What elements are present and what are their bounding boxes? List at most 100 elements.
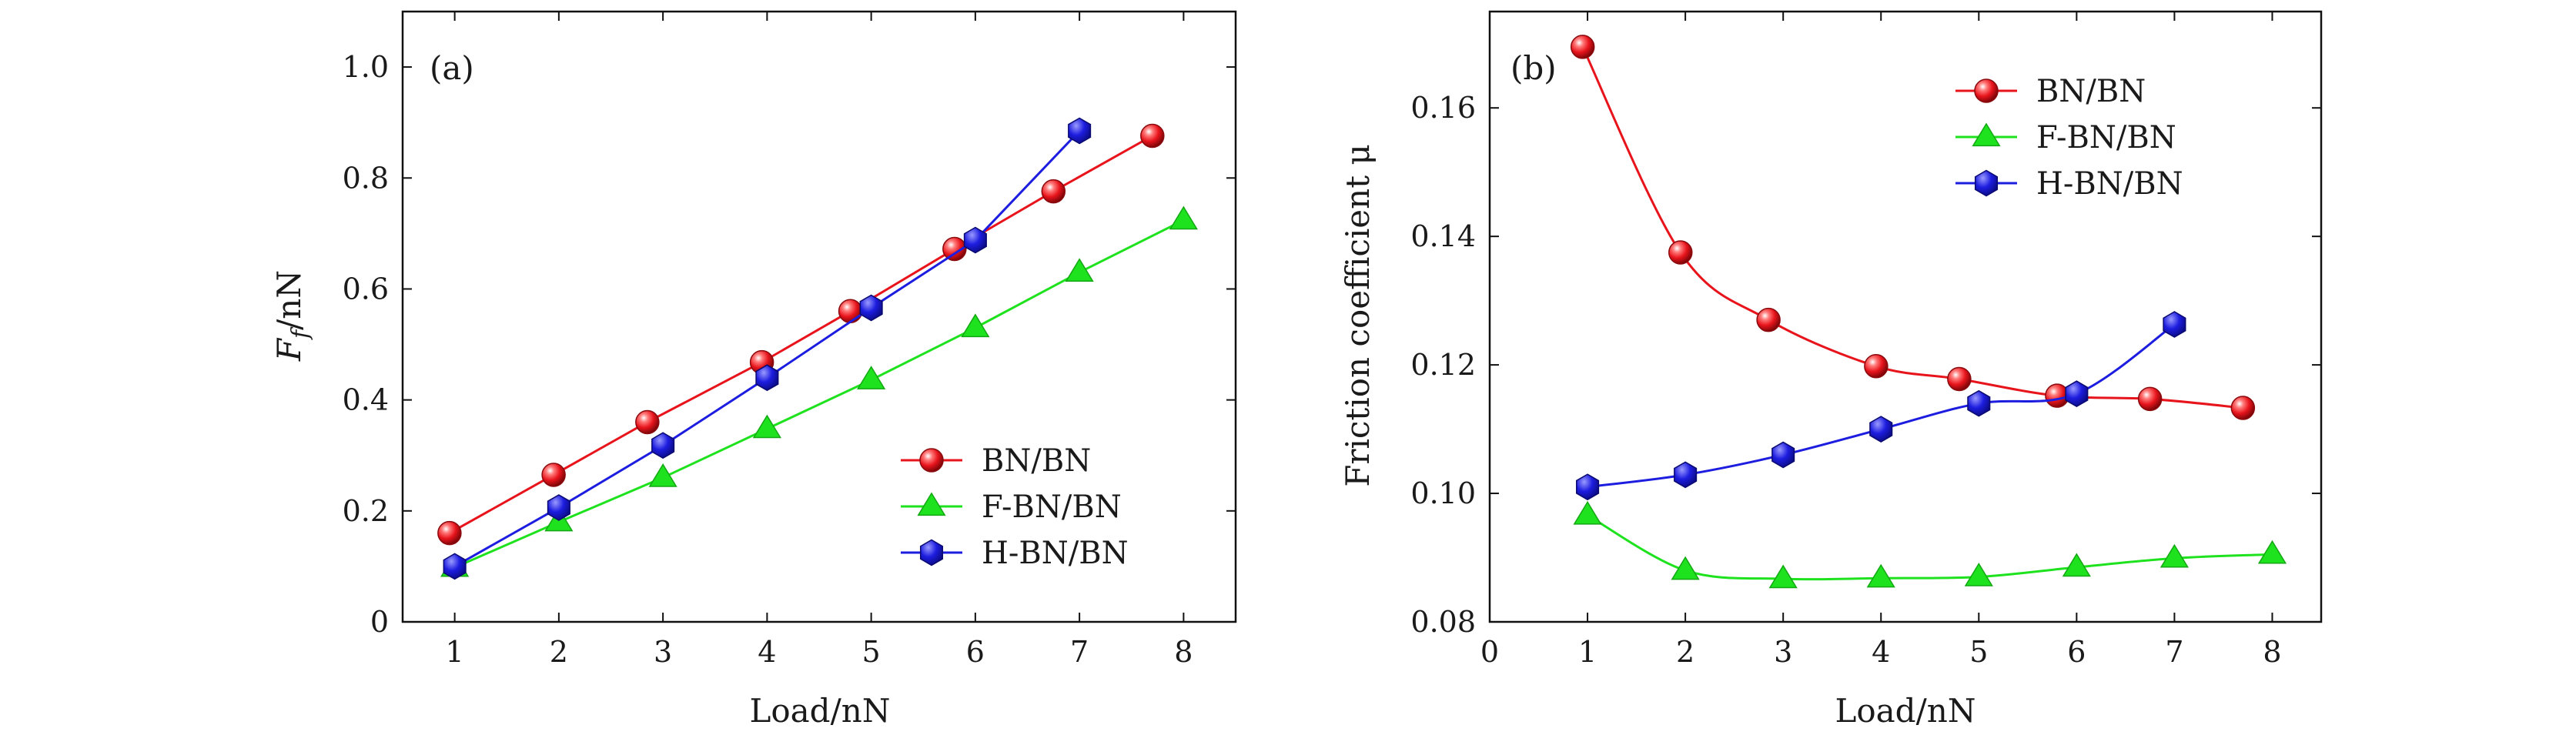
legend-a: BN/BN F-BN/BN H-BN/BN: [901, 443, 1129, 571]
series-a-bn-bn-marker-1: [541, 463, 566, 487]
series-b-bn-bn-marker-4: [1947, 366, 1972, 392]
y-tick-label-a-4: 0.8: [343, 161, 389, 195]
series-a-h-bn-bn-marker-5: [963, 226, 987, 254]
y-tick-label-a-2: 0.4: [343, 383, 389, 417]
legend-item-b-f-bn-bn-marker-0: [1972, 122, 2001, 147]
series-b-bn-bn-marker-0: [1570, 35, 1595, 59]
y-tick-label-b-1: 0.10: [1410, 476, 1476, 510]
series-a-bn-bn-marker-7: [1140, 123, 1165, 149]
series-b-h-bn-bn-marker-0: [1576, 473, 1600, 501]
series-layer-a: [437, 117, 1198, 580]
legend-item-a-f-bn-bn: F-BN/BN: [901, 489, 1122, 525]
y-tick-label-b-3: 0.14: [1410, 219, 1476, 253]
y-axis-title-rest-a: /nN: [270, 270, 308, 330]
x-tick-label-a-0: 1: [446, 635, 464, 669]
x-tick-label-b-3: 3: [1774, 635, 1792, 669]
series-b-bn-bn-marker-1: [1668, 240, 1693, 265]
series-b-f-bn-bn-marker-4: [1964, 563, 1993, 586]
plot-area-b: [1488, 10, 2323, 623]
series-b-h-bn-bn-marker-2: [1771, 441, 1795, 469]
series-b-f-bn-bn-marker-1: [1671, 556, 1700, 580]
legend-item-b-h-bn-bn-label: H-BN/BN: [2036, 166, 2183, 202]
series-b-h-bn-bn-marker-5: [2065, 380, 2089, 408]
x-tick-label-a-2: 3: [654, 635, 672, 669]
legend-item-b-f-bn-bn: F-BN/BN: [1955, 120, 2176, 155]
series-layer-b: [1570, 35, 2287, 589]
series-a-bn-bn-marker-4: [838, 299, 863, 324]
series-b-f-bn-bn-marker-7: [2257, 540, 2287, 564]
x-tick-label-a-7: 8: [1174, 635, 1193, 669]
legend-item-a-bn-bn-marker-0: [919, 448, 944, 473]
series-b-bn-bn-marker-3: [1864, 354, 1889, 379]
x-tick-label-a-4: 5: [862, 635, 881, 669]
x-tick-label-b-8: 8: [2263, 635, 2281, 669]
y-tick-label-a-3: 0.6: [343, 272, 389, 306]
legend-item-a-h-bn-bn-marker-0: [919, 539, 944, 566]
series-b-bn-bn-line: [1581, 46, 2243, 409]
series-a-f-bn-bn-marker-4: [857, 366, 886, 389]
x-tick-label-b-0: 0: [1480, 635, 1499, 669]
series-a-h-bn-bn-marker-4: [859, 294, 883, 322]
y-tick-label-b-2: 0.12: [1410, 348, 1476, 382]
series-a-bn-bn-marker-0: [437, 520, 462, 546]
series-b-f-bn-bn-marker-0: [1573, 500, 1602, 525]
series-b-h-bn-bn-marker-3: [1869, 416, 1893, 443]
series-a-f-bn-bn-marker-7: [1169, 205, 1198, 230]
chart-panel-a: 1 2 3 4 5 6 7 8 0 0.2 0.4 0.6 0.8 1.0 (a) Load/nN Ff/…: [270, 10, 1237, 730]
x-tick-label-b-5: 5: [1969, 635, 1988, 669]
legend-item-b-bn-bn: BN/BN: [1955, 74, 2146, 109]
series-a-bn-bn-marker-2: [635, 409, 660, 435]
tick-labels-a: 1 2 3 4 5 6 7 8 0 0.2 0.4 0.6 0.8 1.0: [343, 50, 1193, 669]
series-a-h-bn-bn-marker-6: [1068, 117, 1092, 145]
axis-ticks-a: [403, 12, 1236, 623]
y-tick-label-a-0: 0: [370, 605, 389, 639]
series-b-h-bn-bn-marker-6: [2163, 311, 2186, 338]
x-tick-label-a-6: 7: [1070, 635, 1089, 669]
y-tick-label-b-4: 0.16: [1410, 91, 1476, 125]
series-a-f-bn-bn-marker-3: [752, 414, 781, 439]
plot-area-a: [401, 10, 1237, 623]
x-tick-label-b-4: 4: [1872, 635, 1890, 669]
legend-item-b-h-bn-bn: H-BN/BN: [1955, 166, 2183, 202]
series-a-h-bn-bn-marker-1: [547, 494, 570, 521]
chart-panel-b: 0 1 2 3 4 5 6 7 8 0.08 0.10 0.12 0.14 0.16 (b) Load/n…: [1339, 10, 2323, 730]
x-tick-label-a-1: 2: [550, 635, 568, 669]
legend-item-a-bn-bn: BN/BN: [901, 443, 1091, 479]
series-b-f-bn-bn-marker-5: [2062, 553, 2091, 577]
series-a-bn-bn-marker-5: [942, 236, 967, 262]
axis-ticks-b: [1489, 12, 2321, 623]
plot-border-b: [1488, 10, 2323, 623]
x-tick-label-b-7: 7: [2165, 635, 2183, 669]
series-a-f-bn-bn-marker-5: [961, 313, 990, 338]
series-a-h-bn-bn-marker-3: [755, 364, 779, 392]
y-tick-label-b-0: 0.08: [1410, 605, 1476, 639]
series-b-h-bn-bn-marker-1: [1674, 461, 1698, 489]
series-a-h-bn-bn-marker-0: [443, 553, 467, 580]
legend-item-a-f-bn-bn-marker-0: [917, 492, 946, 516]
y-tick-label-a-5: 1.0: [343, 50, 389, 84]
series-a-f-bn-bn-marker-6: [1065, 258, 1094, 282]
series-b-h-bn-bn-marker-4: [1967, 389, 1991, 417]
series-b-f-bn-bn-marker-3: [1866, 563, 1895, 588]
series-a-f-bn-bn-marker-2: [648, 463, 677, 487]
panel-label-b: (b): [1510, 49, 1557, 87]
legend-item-a-h-bn-bn-label: H-BN/BN: [982, 536, 1129, 571]
series-b-bn-bn-marker-2: [1756, 307, 1781, 332]
series-a-bn-bn-marker-6: [1041, 179, 1066, 204]
y-tick-label-a-1: 0.2: [343, 494, 389, 528]
legend-item-a-bn-bn-label: BN/BN: [982, 443, 1091, 479]
x-tick-label-b-2: 2: [1676, 635, 1694, 669]
panel-label-a: (a): [430, 49, 474, 87]
y-axis-title-b: Friction coefficient μ: [1339, 144, 1377, 487]
series-b-bn-bn-marker-6: [2137, 386, 2163, 412]
x-tick-label-a-3: 4: [758, 635, 776, 669]
series-a-f-bn-bn-line: [454, 219, 1185, 569]
x-axis-title-b: Load/nN: [1835, 692, 1975, 730]
y-axis-title-a: Ff/nN: [270, 270, 314, 362]
legend-item-b-h-bn-bn-marker-0: [1974, 169, 1999, 197]
x-tick-label-a-5: 6: [966, 635, 985, 669]
series-b-f-bn-bn-marker-6: [2159, 543, 2189, 568]
x-axis-title-a: Load/nN: [749, 692, 890, 730]
legend-item-b-bn-bn-marker-0: [1974, 79, 1999, 103]
